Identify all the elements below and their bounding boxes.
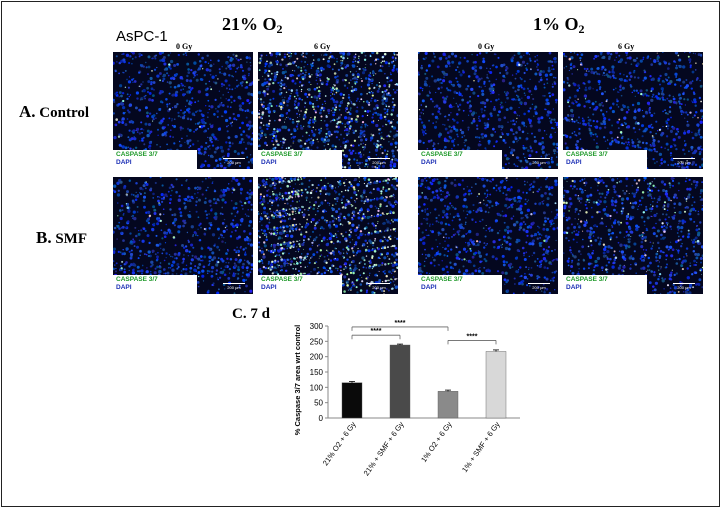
caspase-bar-chart: 0 50 100 150 200 250 300 % Caspase 3/7 area wrt… bbox=[293, 320, 520, 478]
legend-caspase: CASPASE 3/7 bbox=[566, 151, 608, 158]
panel-control-1-6gy: CASPASE 3/7 DAPI 200 μm bbox=[563, 52, 703, 169]
micrograph-image bbox=[113, 52, 253, 169]
scale-bar-label: 200 μm bbox=[677, 160, 691, 165]
panel-smf-1-6gy: CASPASE 3/7 DAPI 200 μm bbox=[563, 177, 703, 294]
significance-label: **** bbox=[395, 320, 406, 327]
x-tick-label: 21% + SMF + 6 Gy bbox=[362, 420, 406, 478]
legend-dapi: DAPI bbox=[116, 284, 132, 291]
bar bbox=[485, 351, 507, 419]
legend-dapi: DAPI bbox=[566, 284, 582, 291]
scale-bar: 200 μm bbox=[528, 283, 550, 290]
scale-bar-label: 200 μm bbox=[227, 160, 241, 165]
x-tick-label: 1% + SMF + 6 Gy bbox=[460, 420, 502, 474]
condition-header-1: 1% O2 bbox=[533, 14, 585, 36]
scale-bar-label: 200 μm bbox=[677, 285, 691, 290]
scale-bar-label: 200 μm bbox=[372, 285, 386, 290]
row-label-c-7d: C. 7 d bbox=[232, 306, 270, 322]
col-header-0gy-21: 0 Gy bbox=[176, 42, 193, 51]
x-tick-label: 21% O2 + 6 Gy bbox=[321, 420, 358, 468]
scale-bar: 200 μm bbox=[368, 158, 390, 165]
row-label-smf: B. SMF bbox=[36, 228, 88, 247]
channel-legend: CASPASE 3/7 DAPI bbox=[258, 150, 342, 169]
legend-caspase: CASPASE 3/7 bbox=[421, 151, 463, 158]
x-tick-label: 1% O2 + 6 Gy bbox=[419, 420, 454, 464]
scale-bar-label: 200 μm bbox=[532, 160, 546, 165]
legend-caspase: CASPASE 3/7 bbox=[421, 276, 463, 283]
legend-dapi: DAPI bbox=[261, 159, 277, 166]
panel-smf-21-0gy: CASPASE 3/7 DAPI 200 μm bbox=[113, 177, 253, 294]
y-tick-label: 0 bbox=[319, 414, 324, 423]
channel-legend: CASPASE 3/7 DAPI bbox=[418, 275, 502, 294]
panel-smf-1-0gy: CASPASE 3/7 DAPI 200 μm bbox=[418, 177, 558, 294]
panel-smf-21-6gy: CASPASE 3/7 DAPI 200 μm bbox=[258, 177, 398, 294]
col-header-6gy-21: 6 Gy bbox=[314, 42, 331, 51]
channel-legend: CASPASE 3/7 DAPI bbox=[113, 275, 197, 294]
y-tick-label: 150 bbox=[310, 368, 324, 377]
panel-control-21-0gy: CASPASE 3/7 DAPI 200 μm bbox=[113, 52, 253, 169]
panel-control-1-0gy: CASPASE 3/7 DAPI 200 μm bbox=[418, 52, 558, 169]
scale-bar: 200 μm bbox=[673, 283, 695, 290]
scale-bar-label: 200 μm bbox=[532, 285, 546, 290]
bar bbox=[389, 344, 411, 419]
legend-dapi: DAPI bbox=[566, 159, 582, 166]
scale-bar: 200 μm bbox=[368, 283, 390, 290]
legend-caspase: CASPASE 3/7 bbox=[261, 276, 303, 283]
channel-legend: CASPASE 3/7 DAPI bbox=[418, 150, 502, 169]
bar bbox=[341, 382, 363, 419]
channel-legend: CASPASE 3/7 DAPI bbox=[258, 275, 342, 294]
legend-dapi: DAPI bbox=[116, 159, 132, 166]
legend-caspase: CASPASE 3/7 bbox=[116, 151, 158, 158]
legend-dapi: DAPI bbox=[261, 284, 277, 291]
legend-caspase: CASPASE 3/7 bbox=[566, 276, 608, 283]
col-header-6gy-1: 6 Gy bbox=[618, 42, 635, 51]
scale-bar: 200 μm bbox=[673, 158, 695, 165]
channel-legend: CASPASE 3/7 DAPI bbox=[113, 150, 197, 169]
scale-bar: 200 μm bbox=[223, 158, 245, 165]
bar bbox=[437, 391, 459, 419]
significance-label: **** bbox=[371, 328, 382, 335]
micrograph-image bbox=[418, 177, 558, 294]
y-tick-label: 250 bbox=[310, 337, 324, 346]
cell-line-label: AsPC-1 bbox=[116, 28, 168, 45]
y-axis-label: % Caspase 3/7 area wrt control bbox=[293, 325, 302, 435]
condition-header-21: 21% O2 bbox=[222, 14, 283, 36]
y-tick-label: 50 bbox=[314, 399, 323, 408]
scale-bar: 200 μm bbox=[223, 283, 245, 290]
scale-bar: 200 μm bbox=[528, 158, 550, 165]
row-label-control: A. Control bbox=[19, 102, 90, 121]
legend-dapi: DAPI bbox=[421, 284, 437, 291]
micrograph-image bbox=[258, 52, 398, 169]
y-tick-label: 300 bbox=[310, 322, 324, 331]
panel-control-21-6gy: CASPASE 3/7 DAPI 200 μm bbox=[258, 52, 398, 169]
col-header-0gy-1: 0 Gy bbox=[478, 42, 495, 51]
scale-bar-label: 200 μm bbox=[372, 160, 386, 165]
channel-legend: CASPASE 3/7 DAPI bbox=[563, 275, 647, 294]
significance-label: **** bbox=[467, 333, 478, 340]
channel-legend: CASPASE 3/7 DAPI bbox=[563, 150, 647, 169]
y-tick-label: 100 bbox=[310, 383, 324, 392]
legend-dapi: DAPI bbox=[421, 159, 437, 166]
legend-caspase: CASPASE 3/7 bbox=[261, 151, 303, 158]
scale-bar-label: 200 μm bbox=[227, 285, 241, 290]
y-tick-label: 200 bbox=[310, 353, 324, 362]
legend-caspase: CASPASE 3/7 bbox=[116, 276, 158, 283]
